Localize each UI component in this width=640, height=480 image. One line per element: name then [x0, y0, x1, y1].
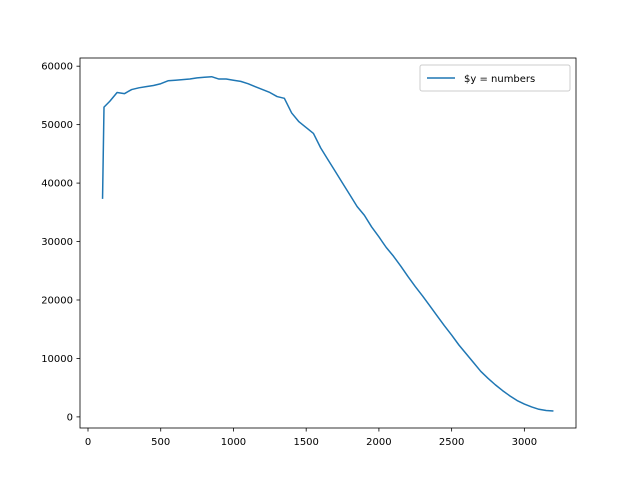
- y-tick-label: 20000: [41, 295, 73, 306]
- legend-label: $y = numbers: [464, 74, 535, 85]
- x-tick-label: 2000: [366, 437, 391, 448]
- data-line: [101, 75, 554, 412]
- x-tick-label: 0: [85, 437, 91, 448]
- y-tick-label: 40000: [41, 179, 73, 190]
- y-tick-label: 0: [67, 412, 73, 423]
- x-tick-label: 500: [151, 437, 170, 448]
- y-tick-label: 30000: [41, 237, 73, 248]
- x-tick-label: 1500: [293, 437, 318, 448]
- y-tick-label: 10000: [41, 354, 73, 365]
- x-tick-label: 1000: [221, 437, 246, 448]
- y-tick-label: 50000: [41, 120, 73, 131]
- x-tick-label: 2500: [439, 437, 464, 448]
- legend-box: [419, 64, 571, 92]
- x-tick-label: 3000: [512, 437, 537, 448]
- plot-frame: [79, 57, 577, 429]
- y-tick-label: 60000: [41, 62, 73, 73]
